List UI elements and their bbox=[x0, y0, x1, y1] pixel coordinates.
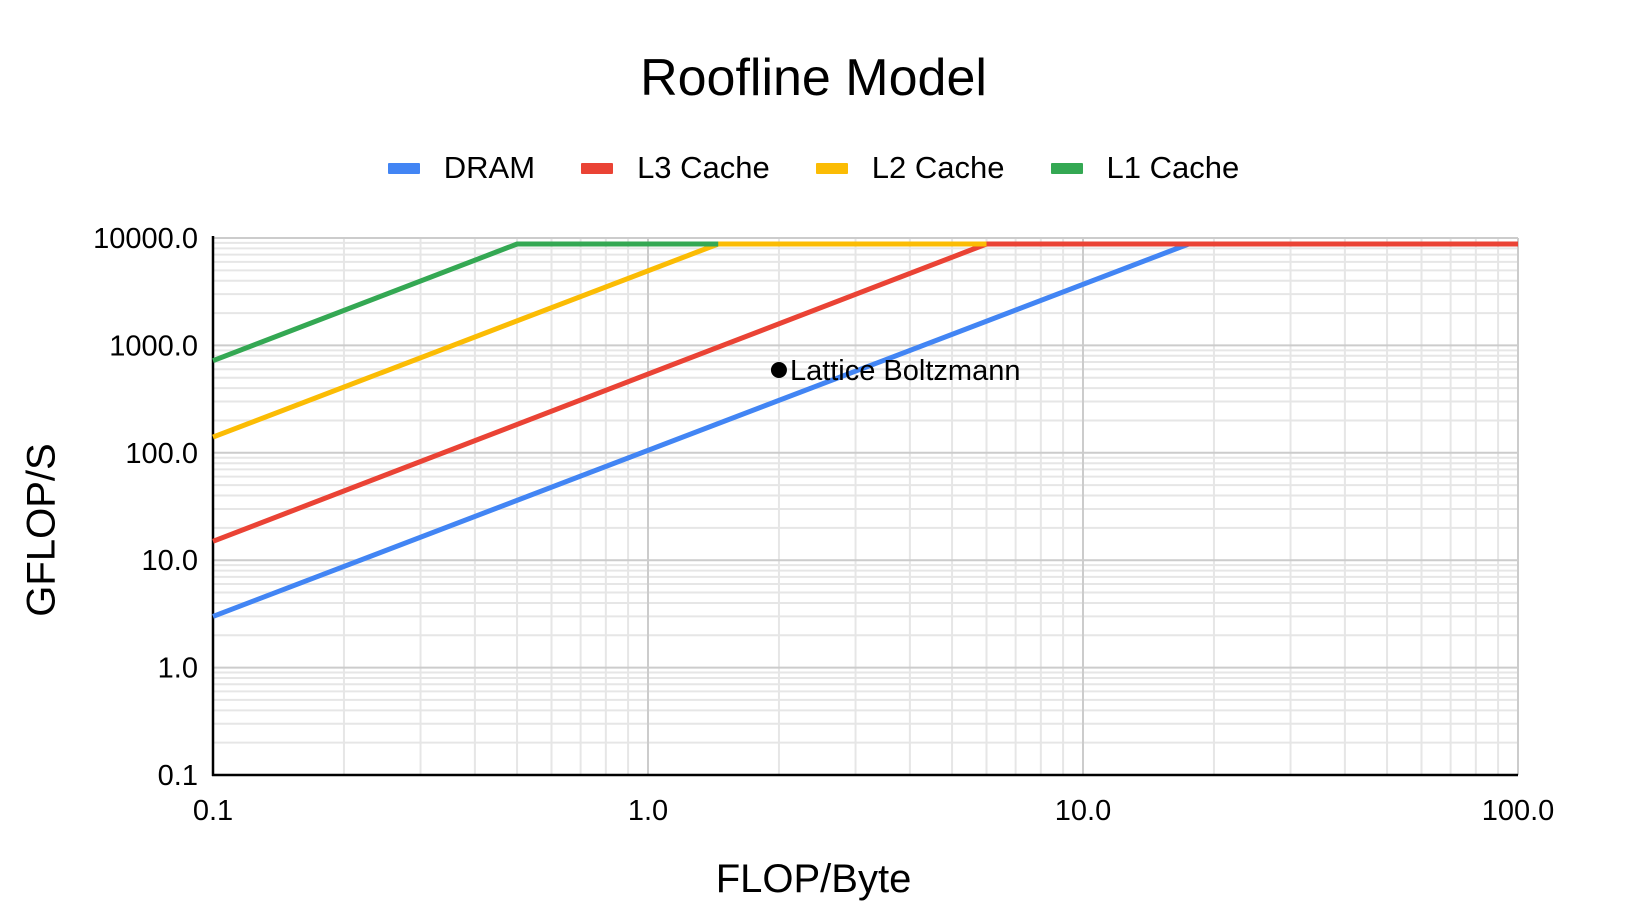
legend-swatch-l2-cache bbox=[815, 162, 848, 174]
legend-label-l3-cache: L3 Cache bbox=[637, 150, 770, 185]
y-tick-label: 100.0 bbox=[125, 438, 198, 470]
x-tick-label: 10.0 bbox=[1055, 795, 1111, 827]
legend-swatch-l3-cache bbox=[581, 162, 614, 174]
x-tick-label: 100.0 bbox=[1482, 795, 1555, 827]
series-line-l3-cache bbox=[212, 241, 1518, 544]
y-tick-label: 1.0 bbox=[158, 653, 198, 685]
y-axis-title: GFLOP/S bbox=[19, 443, 64, 617]
legend-item-l3-cache[interactable]: L3 Cache bbox=[581, 150, 770, 186]
legend-item-dram[interactable]: DRAM bbox=[387, 150, 536, 186]
y-tick-label: 0.1 bbox=[158, 760, 198, 792]
legend-swatch-dram bbox=[387, 162, 420, 174]
legend-item-l1-cache[interactable]: L1 Cache bbox=[1050, 150, 1240, 186]
legend-label-dram: DRAM bbox=[443, 150, 536, 185]
x-axis-title: FLOP/Byte bbox=[715, 857, 912, 901]
x-tick-label: 0.1 bbox=[193, 795, 233, 827]
legend-label-l1-cache: L1 Cache bbox=[1106, 150, 1240, 185]
y-tick-label: 10.0 bbox=[142, 545, 198, 577]
legend-label-l2-cache: L2 Cache bbox=[871, 150, 1005, 185]
legend-swatch-l1-cache bbox=[1050, 162, 1083, 174]
x-tick-label: 1.0 bbox=[628, 795, 668, 827]
series-line-l2-cache bbox=[212, 241, 987, 440]
annotation-point bbox=[770, 362, 787, 379]
y-tick-label: 10000.0 bbox=[93, 223, 198, 255]
series-line-l1-cache bbox=[212, 241, 719, 364]
annotation-label: Lattice Boltzmann bbox=[790, 355, 1021, 387]
chart-legend: DRAM L3 Cache L2 Cache L1 Cache bbox=[0, 150, 1627, 186]
legend-item-l2-cache[interactable]: L2 Cache bbox=[815, 150, 1005, 186]
y-tick-label: 1000.0 bbox=[109, 330, 198, 362]
chart-title: Roofline Model bbox=[640, 49, 987, 107]
